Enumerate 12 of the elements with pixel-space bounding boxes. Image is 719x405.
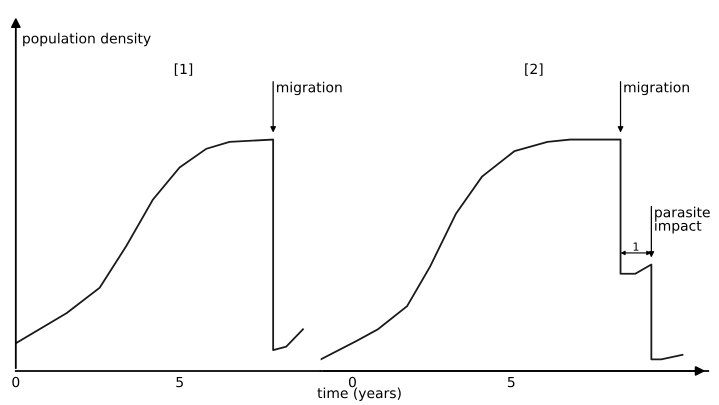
text: [2] [525,63,542,76]
x-tick-label: 0 [12,376,20,388]
x-tick-label: 5 [176,376,183,388]
x-tick-label: 5 [508,376,514,388]
x-axis-title: time (years) [317,388,401,401]
text: [1] [174,63,192,76]
annotation: migration [277,82,342,96]
x-tick-label: 0 [348,376,356,388]
y-axis-title: population density [23,32,151,46]
annotation: parasite impact [655,206,710,234]
annotation: 1 [634,242,638,251]
annotation: migration [624,82,689,96]
